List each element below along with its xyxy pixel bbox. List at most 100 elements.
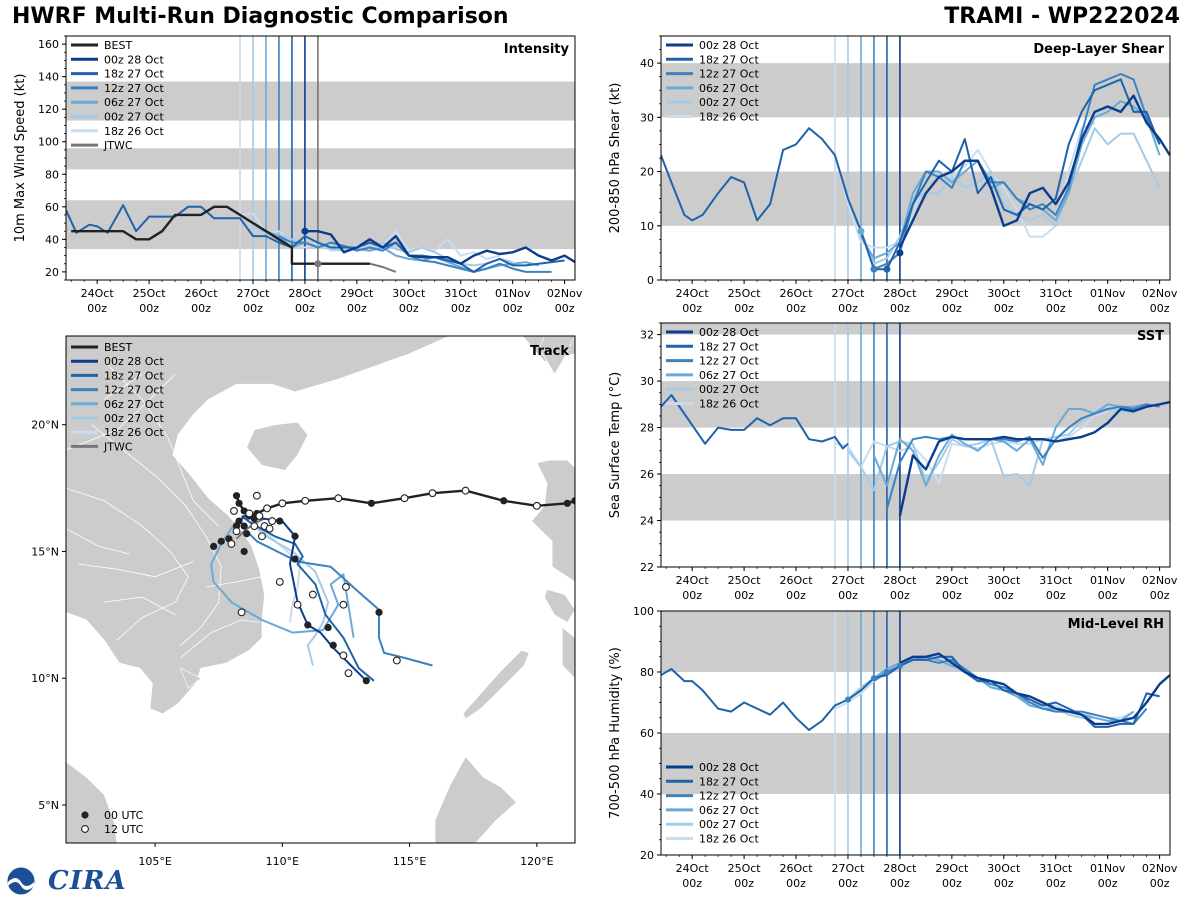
track-18z-27-oct xyxy=(241,515,375,682)
rh-plot-area xyxy=(661,611,1170,855)
sst-xtick-label: 00z xyxy=(942,589,962,602)
rh-ytick-label: 60 xyxy=(640,727,654,740)
province-border-5 xyxy=(180,619,260,659)
intensity-xtick-label: 30Oct xyxy=(392,287,426,300)
intensity-ytick-label: 80 xyxy=(45,168,59,181)
land-taiwan xyxy=(539,336,575,375)
sst-xtick-label: 00z xyxy=(786,589,806,602)
shear-init-marker xyxy=(870,265,878,273)
province-border-4 xyxy=(66,373,176,451)
track-legend-18z-27-oct: 18z 27 Oct xyxy=(104,369,164,382)
track-title: Track xyxy=(530,344,569,359)
intensity-xtick-label: 00z xyxy=(399,302,419,315)
sst-xtick-label: 00z xyxy=(838,589,858,602)
sst-ylabel: Sea Surface Temp (°C) xyxy=(608,372,623,519)
rh-xtick-label: 00z xyxy=(682,877,702,890)
shear-panel: 0 10 20 30 40 24Oct 00z 25Oct 00z 26Oct 00z 27Oct 00… xyxy=(608,35,1178,315)
intensity-xtick-label: 00z xyxy=(503,302,523,315)
land-luzon xyxy=(531,459,575,583)
rh-xtick-label: 00z xyxy=(1150,877,1170,890)
intensity-ytick-label: 100 xyxy=(38,136,59,149)
sst-xtick-label: 00z xyxy=(1150,589,1170,602)
intensity-xtick-label: 28Oct xyxy=(288,287,322,300)
landfall-marker xyxy=(235,517,243,525)
shear-xtick-label: 02Nov xyxy=(1142,287,1178,300)
shear-xtick-label: 29Oct xyxy=(935,287,969,300)
sst-legend-00z-27-oct: 00z 27 Oct xyxy=(699,383,759,396)
best-track-marker xyxy=(367,499,375,507)
intensity-xtick-label: 00z xyxy=(347,302,367,315)
sst-title: SST xyxy=(1137,329,1164,344)
sst-xtick-label: 24Oct xyxy=(676,574,710,587)
shear-init-marker xyxy=(857,227,865,235)
sst-xtick-label: 00z xyxy=(994,589,1014,602)
shear-legend-00z-27-oct: 00z 27 Oct xyxy=(699,96,759,109)
rh-legend-06z-27-oct: 06z 27 Oct xyxy=(699,804,759,817)
rh-series-18z-27-oct xyxy=(661,655,1160,731)
shear-ytick-label: 0 xyxy=(647,274,654,287)
track-marker-18z-27-oct xyxy=(324,623,332,632)
track-marker-00z-28-oct xyxy=(291,532,299,540)
marker-legend-12-icon xyxy=(81,825,89,833)
intensity-band-2 xyxy=(66,81,575,121)
province-border-9 xyxy=(103,373,143,400)
rh-legend-18z-27-oct: 18z 27 Oct xyxy=(699,775,759,788)
marker-legend-12-utc: 12 UTC xyxy=(104,823,144,836)
track-ytick-label: 5°N xyxy=(38,799,59,812)
intensity-legend-12z-27-oct: 12z 27 Oct xyxy=(104,82,164,95)
intensity-xtick-label: 00z xyxy=(295,302,315,315)
shear-xtick-label: 00z xyxy=(994,302,1014,315)
shear-ytick-label: 10 xyxy=(640,220,654,233)
land-delta xyxy=(179,667,202,689)
sst-xtick-label: 00z xyxy=(890,589,910,602)
track-legend-00z-27-oct: 00z 27 Oct xyxy=(104,412,164,425)
rh-init-marker xyxy=(870,675,877,682)
sst-xtick-label: 02Nov xyxy=(1142,574,1178,587)
track-marker-00z-28-oct xyxy=(329,641,337,649)
landfall-marker xyxy=(268,517,277,526)
sst-xtick-label: 30Oct xyxy=(987,574,1021,587)
intensity-xtick-label: 29Oct xyxy=(340,287,374,300)
land-mindoro xyxy=(544,589,575,623)
intensity-series-00z-28-oct xyxy=(304,229,575,265)
landfall-marker xyxy=(232,527,241,536)
rh-init-marker xyxy=(883,669,890,675)
province-border-0 xyxy=(103,361,219,527)
shear-xtick-label: 00z xyxy=(1150,302,1170,315)
intensity-xtick-label: 26Oct xyxy=(185,287,219,300)
intensity-legend-00z-27-oct: 00z 27 Oct xyxy=(104,111,164,124)
track-marker-12z-27-oct xyxy=(392,656,401,665)
land-indochina xyxy=(66,336,575,715)
landfall-marker xyxy=(255,512,264,520)
landfall-marker xyxy=(250,522,259,531)
best-track-marker xyxy=(428,489,437,498)
land-palawan xyxy=(462,649,530,720)
intensity-series-18z-27-oct xyxy=(66,204,565,273)
rh-legend-00z-27-oct: 00z 27 Oct xyxy=(699,818,759,831)
intensity-legend-18z-26-oct: 18z 26 Oct xyxy=(104,125,164,138)
shear-xtick-label: 27Oct xyxy=(831,287,865,300)
intensity-legend-00z-28-oct: 00z 28 Oct xyxy=(104,53,164,66)
rh-xtick-label: 31Oct xyxy=(1039,862,1073,875)
sst-xtick-label: 29Oct xyxy=(935,574,969,587)
shear-xtick-label: 00z xyxy=(1098,302,1118,315)
sst-legend-12z-27-oct: 12z 27 Oct xyxy=(699,355,759,368)
sst-ytick-label: 32 xyxy=(640,329,654,342)
shear-xtick-label: 00z xyxy=(786,302,806,315)
intensity-legend-jtwc: JTWC xyxy=(103,139,133,152)
shear-xtick-label: 00z xyxy=(890,302,910,315)
sst-xtick-label: 00z xyxy=(1046,589,1066,602)
track-marker-00z-27-oct xyxy=(275,577,284,586)
rh-xtick-label: 29Oct xyxy=(935,862,969,875)
land-borneo xyxy=(434,756,517,843)
best-track-marker xyxy=(278,499,287,508)
shear-series-00z-27-oct xyxy=(847,127,1161,265)
sst-ytick-label: 26 xyxy=(640,468,654,481)
shear-series-12z-27-oct xyxy=(873,73,1161,271)
sst-xtick-label: 25Oct xyxy=(728,574,762,587)
province-border-3 xyxy=(78,561,194,578)
rh-xtick-label: 00z xyxy=(786,877,806,890)
track-xtick-label: 105°E xyxy=(138,855,171,868)
intensity-series-jtwc xyxy=(317,262,397,273)
intensity-ytick-label: 20 xyxy=(45,266,59,279)
